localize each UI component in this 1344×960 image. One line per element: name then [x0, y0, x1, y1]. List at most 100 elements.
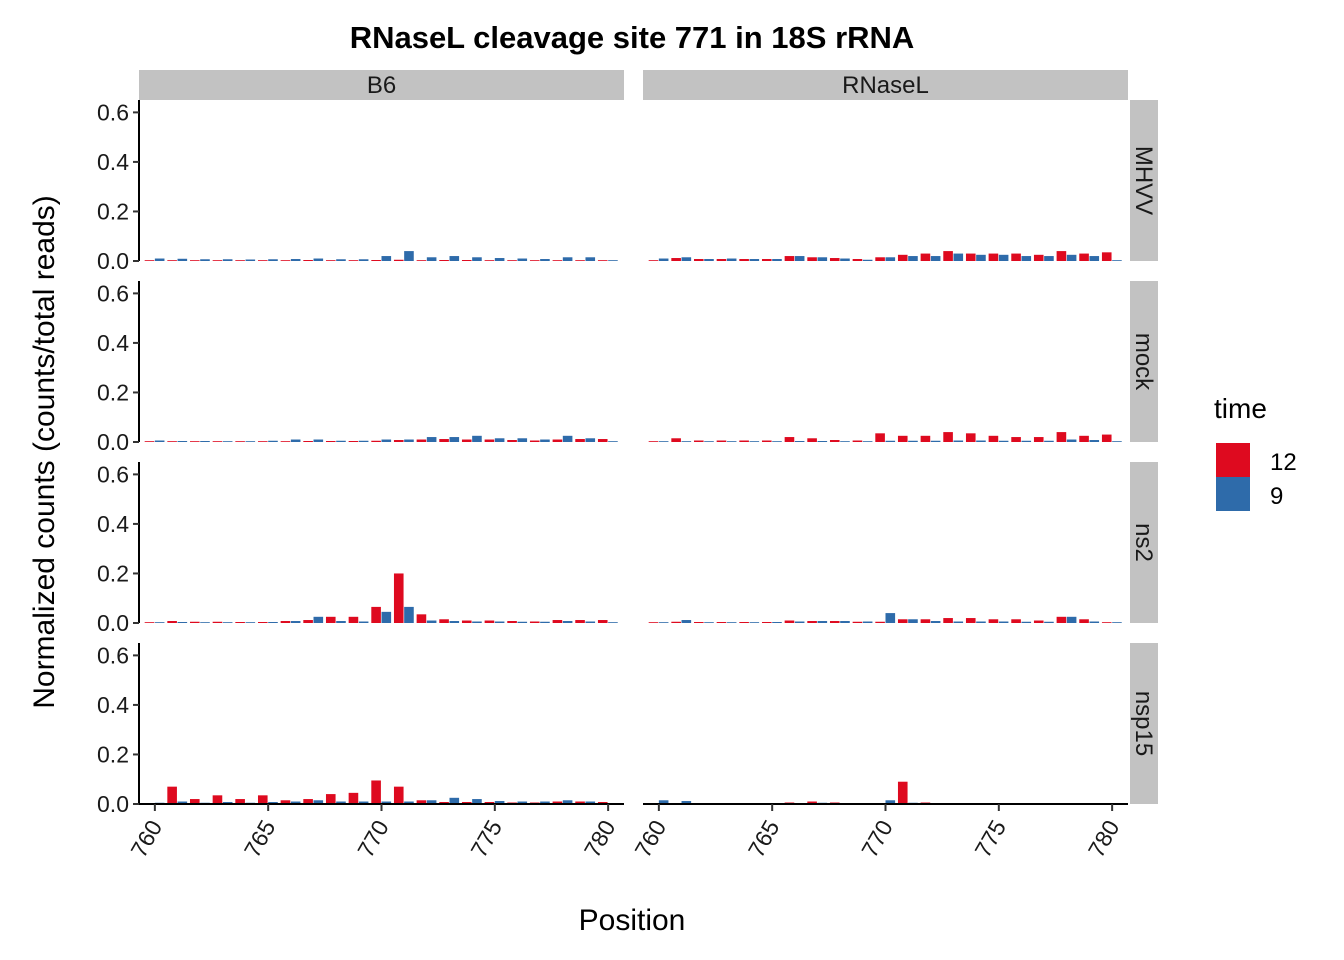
bar	[280, 260, 291, 261]
bar	[540, 439, 550, 442]
bar	[1033, 437, 1044, 442]
bar	[726, 258, 737, 261]
x-tick-label: 770	[856, 816, 898, 862]
bar	[325, 616, 336, 623]
bar	[575, 801, 585, 804]
bar	[562, 257, 573, 261]
strip-row	[1130, 100, 1158, 261]
bar	[507, 260, 517, 261]
bar	[540, 621, 550, 623]
bar	[1021, 440, 1032, 442]
bar	[852, 440, 863, 442]
bar	[885, 257, 896, 261]
bar	[976, 440, 986, 442]
bar	[875, 257, 885, 261]
bar	[144, 441, 155, 442]
bar	[1066, 616, 1077, 623]
bar	[200, 622, 210, 623]
bar	[494, 801, 505, 804]
y-tick-label: 0.2	[97, 741, 129, 767]
bar	[177, 801, 188, 804]
bar	[348, 260, 359, 261]
bar	[943, 432, 953, 442]
bar	[552, 620, 563, 623]
bar	[1044, 621, 1054, 623]
bar	[290, 801, 301, 804]
bar	[1044, 440, 1054, 442]
bar	[439, 260, 449, 261]
bar	[336, 259, 346, 261]
y-tick-label: 0.6	[97, 642, 129, 668]
y-tick-label: 0.4	[97, 511, 129, 537]
x-tick-label: 775	[465, 816, 507, 862]
y-axis-title: Normalized counts (counts/total reads)	[28, 195, 61, 709]
bar	[449, 256, 460, 261]
bar	[840, 441, 850, 442]
bar	[268, 440, 278, 442]
bar	[325, 794, 336, 804]
bar	[693, 622, 704, 623]
bar	[817, 441, 828, 442]
bar	[426, 620, 437, 623]
bar	[540, 801, 550, 804]
bar	[393, 440, 404, 442]
bar	[829, 621, 840, 623]
bar	[381, 256, 392, 261]
bar	[716, 622, 727, 623]
bar	[648, 260, 659, 261]
bar	[704, 259, 714, 261]
bar	[608, 441, 618, 442]
panel-b6-mock	[144, 435, 618, 442]
bar	[829, 440, 840, 442]
bar	[585, 621, 596, 623]
bar	[953, 253, 964, 261]
bar	[461, 439, 472, 442]
bar	[313, 439, 324, 442]
bar	[943, 251, 953, 261]
bar	[235, 622, 245, 623]
bar	[920, 619, 931, 623]
bar	[303, 799, 313, 804]
bar	[658, 258, 669, 261]
bar	[280, 800, 291, 804]
legend-key	[1216, 477, 1250, 511]
bar	[154, 258, 165, 261]
bar	[897, 619, 908, 623]
bar	[794, 621, 805, 623]
bar	[154, 622, 165, 623]
bar	[552, 439, 563, 442]
bar	[517, 438, 528, 442]
chart-title: RNaseL cleavage site 771 in 18S rRNA	[350, 20, 915, 55]
bar	[976, 621, 986, 623]
bar	[358, 440, 369, 442]
bar	[303, 620, 313, 623]
bar	[1011, 253, 1021, 261]
bar	[517, 258, 528, 261]
bar	[716, 259, 727, 261]
bar	[336, 440, 346, 442]
bar	[189, 621, 200, 623]
bar	[439, 619, 449, 623]
bar	[597, 260, 608, 261]
strip-col-label: B6	[367, 72, 396, 99]
bar	[681, 441, 692, 442]
bar	[988, 253, 999, 261]
bar	[784, 620, 795, 623]
bar	[784, 437, 795, 442]
bar	[930, 621, 941, 623]
bar	[897, 435, 908, 442]
legend-key	[1216, 443, 1250, 477]
bar	[885, 800, 896, 804]
bar	[1044, 256, 1054, 261]
bar	[597, 620, 608, 623]
bar	[552, 260, 563, 261]
y-tick-label: 0.2	[97, 379, 129, 405]
legend-label: 9	[1270, 483, 1283, 510]
bar	[829, 258, 840, 261]
bar	[998, 440, 1009, 442]
bar	[426, 437, 437, 442]
bar	[245, 259, 256, 261]
bar	[671, 438, 681, 442]
x-tick-label: 760	[125, 816, 167, 862]
bar	[807, 621, 817, 623]
